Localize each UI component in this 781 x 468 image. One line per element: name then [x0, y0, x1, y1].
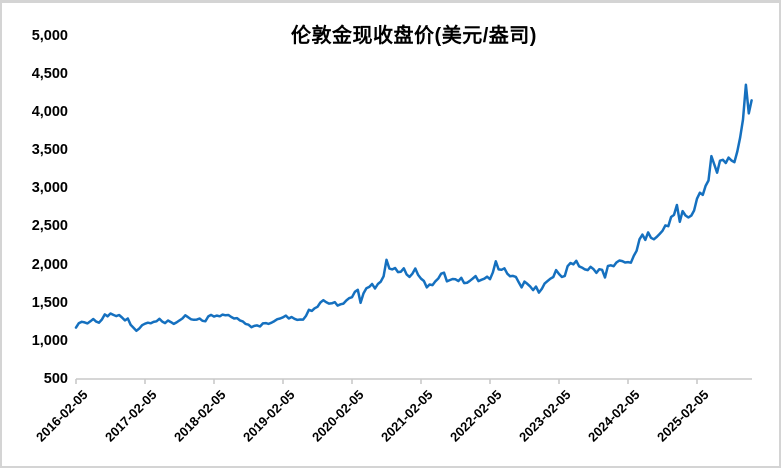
y-axis-label: 1,000 [31, 332, 68, 349]
y-axis-label: 4,000 [31, 103, 68, 120]
y-axis-label: 4,500 [31, 65, 68, 82]
x-axis [75, 378, 752, 384]
chart-title: 伦敦金现收盘价(美元/盎司) [291, 25, 537, 47]
y-axis-label: 2,500 [31, 218, 68, 235]
y-axis-label: 5,000 [31, 27, 68, 44]
price-line-plot [74, 83, 753, 384]
y-axis-label: 3,500 [31, 142, 68, 158]
gold-price-line [74, 83, 753, 333]
y-axis-label: 3,000 [31, 180, 68, 197]
y-axis-label: 2,000 [31, 256, 68, 273]
y-axis-label: 500 [43, 371, 68, 387]
y-axis-label: 1,500 [31, 294, 68, 311]
